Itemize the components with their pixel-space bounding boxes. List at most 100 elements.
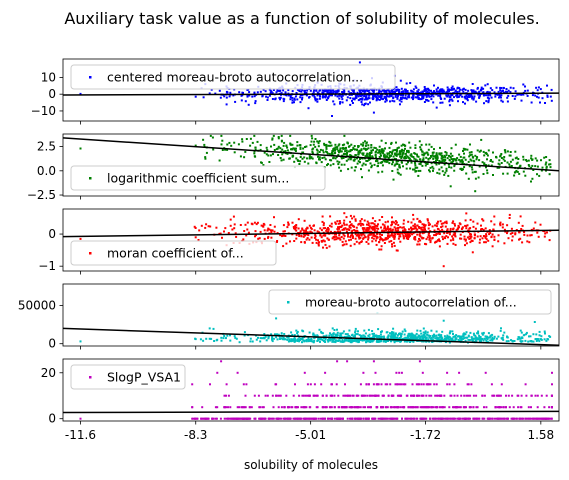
data-point [242, 406, 245, 409]
data-point [379, 233, 381, 236]
data-point [335, 235, 338, 238]
data-point [462, 147, 465, 150]
data-point [383, 96, 386, 99]
data-point [407, 94, 410, 97]
data-point [366, 220, 369, 223]
data-point [318, 156, 321, 159]
data-point [367, 222, 370, 225]
data-point [413, 417, 416, 420]
data-point [522, 93, 525, 96]
data-point [427, 227, 430, 230]
data-point [511, 394, 514, 397]
data-point [513, 97, 516, 100]
data-point [310, 338, 313, 341]
data-point [283, 333, 286, 335]
data-point [333, 90, 336, 93]
data-point [328, 152, 331, 155]
data-point [361, 164, 364, 167]
data-point [421, 232, 424, 235]
data-point [224, 148, 227, 151]
data-point [297, 218, 300, 221]
data-point [342, 222, 345, 225]
data-point [271, 340, 274, 343]
data-point [303, 241, 306, 244]
data-point [385, 98, 387, 101]
data-point [344, 147, 347, 150]
data-point [430, 145, 433, 148]
data-point [294, 225, 297, 228]
data-point [535, 340, 538, 342]
data-point [433, 148, 435, 151]
data-point [260, 224, 263, 227]
data-point [305, 145, 308, 148]
data-point [426, 94, 428, 97]
data-point [435, 154, 438, 157]
data-point [277, 136, 280, 138]
data-point [439, 220, 442, 223]
data-point [453, 165, 456, 168]
data-point [464, 158, 467, 161]
data-point [443, 154, 446, 157]
legend-label: logarithmic coefficient sum... [107, 171, 289, 186]
data-point [450, 147, 453, 150]
data-point [400, 371, 403, 374]
data-point [402, 237, 405, 240]
data-point [343, 234, 346, 237]
data-point [384, 147, 386, 150]
data-point [363, 92, 366, 95]
data-point [225, 417, 228, 420]
data-point [481, 237, 484, 240]
data-point [306, 417, 309, 420]
data-point [426, 331, 429, 334]
data-point [506, 96, 509, 99]
data-point [336, 95, 339, 98]
data-point [471, 91, 474, 94]
data-point [463, 235, 466, 238]
data-point [395, 160, 398, 163]
data-point [424, 330, 427, 333]
data-point [418, 220, 421, 223]
data-point [483, 154, 486, 157]
data-point [467, 417, 470, 420]
data-point [348, 394, 351, 397]
data-point [520, 228, 523, 230]
data-point [407, 149, 410, 152]
panel-5: 020 SlogP_VSA1 [41, 358, 560, 426]
data-point [485, 91, 488, 94]
data-point [209, 383, 211, 386]
data-point [532, 417, 534, 420]
data-point [439, 88, 442, 91]
data-point [410, 96, 413, 99]
data-point [277, 394, 280, 397]
data-point [334, 146, 337, 149]
data-point [410, 161, 413, 164]
data-point [286, 226, 289, 229]
data-point [399, 79, 402, 82]
data-point [405, 339, 408, 342]
data-point [518, 166, 521, 169]
data-point [444, 171, 447, 174]
data-point [500, 162, 503, 164]
data-point [276, 333, 278, 336]
data-point [340, 163, 343, 166]
data-point [495, 86, 498, 89]
data-point [465, 331, 468, 334]
data-point [314, 99, 317, 102]
data-point [194, 95, 197, 98]
data-point [420, 417, 422, 420]
data-point [249, 337, 252, 340]
data-point [416, 155, 419, 158]
data-point [462, 150, 464, 152]
data-point [488, 233, 491, 236]
data-point [351, 394, 354, 397]
data-point [464, 224, 467, 227]
data-point [408, 234, 411, 237]
data-point [268, 417, 271, 420]
data-point [275, 394, 278, 397]
data-point [405, 163, 408, 166]
legend-label: SlogP_VSA1 [107, 370, 181, 385]
data-point [427, 99, 430, 102]
data-point [312, 147, 315, 150]
data-point [292, 338, 295, 341]
data-point [391, 394, 393, 397]
